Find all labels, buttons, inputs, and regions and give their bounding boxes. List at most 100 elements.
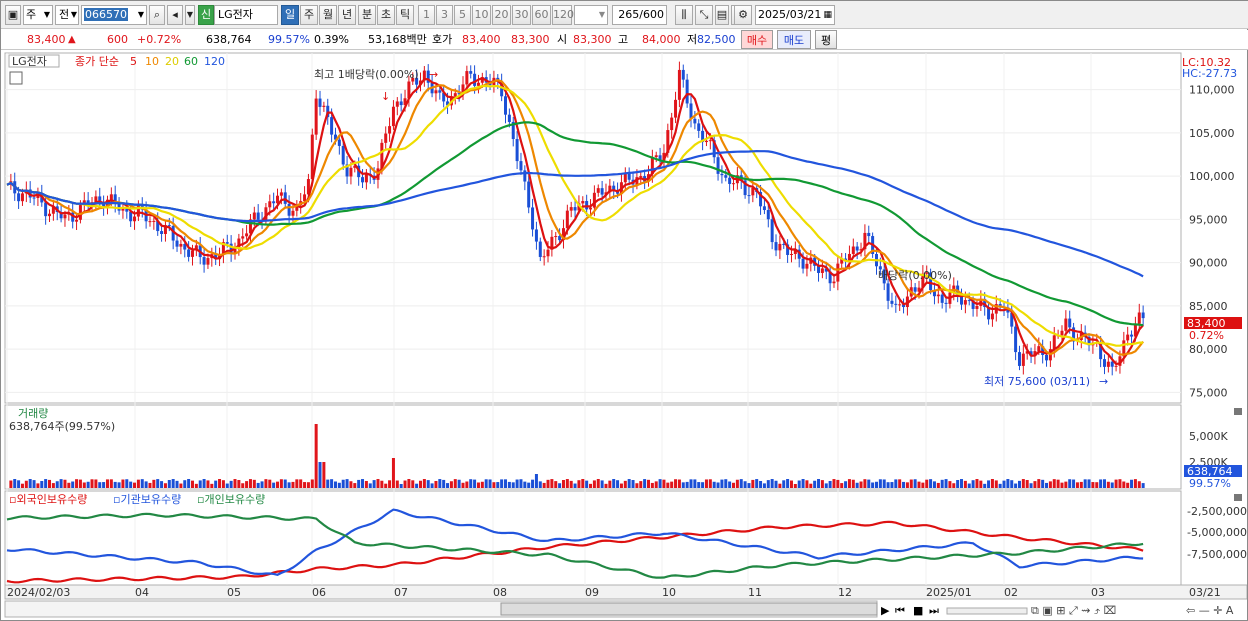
tab-year[interactable]: 년 <box>338 5 356 25</box>
candle-body <box>418 80 422 85</box>
candle-body <box>310 134 314 180</box>
volume-bar <box>272 482 276 488</box>
interval-120[interactable]: 120 <box>552 5 574 25</box>
speaker-icon[interactable]: ◂ <box>167 5 183 25</box>
volume-bar <box>983 483 987 488</box>
interval-20[interactable]: 20 <box>492 5 511 25</box>
pan-tools-icon[interactable]: ⇦ — ✛ A <box>1186 604 1234 617</box>
draw-tool-icon[interactable]: ⤡ <box>695 5 713 25</box>
interval-custom-select[interactable]: ▼ <box>574 5 608 25</box>
search-icon[interactable]: ⌕ <box>149 5 165 25</box>
volume-bar <box>163 483 167 488</box>
tab-week[interactable]: 주 <box>300 5 318 25</box>
chart-menu-icon[interactable]: ▣ <box>5 5 21 25</box>
volume-bar <box>1083 479 1087 488</box>
high-label: 고 <box>618 33 629 46</box>
holdings-panel-close-icon[interactable] <box>1234 494 1242 501</box>
volume-bar <box>1087 479 1091 488</box>
interval-10[interactable]: 10 <box>472 5 491 25</box>
candle-body <box>627 172 631 180</box>
volume-bar <box>245 481 249 488</box>
volume-bar <box>755 479 759 488</box>
scroll-right-icon[interactable]: ▶ <box>881 604 890 617</box>
candle-body <box>635 177 639 185</box>
volume-panel-close-icon[interactable] <box>1234 408 1242 415</box>
volume-bar <box>762 483 766 488</box>
tab-day[interactable]: 일 <box>281 5 299 25</box>
volume-bar <box>32 480 36 488</box>
volume-bar <box>407 479 411 488</box>
interval-60[interactable]: 60 <box>532 5 551 25</box>
volume-bar <box>550 479 554 488</box>
candle-body <box>963 300 967 305</box>
volume-bar <box>635 483 639 488</box>
gear-icon[interactable]: ⚙ <box>734 5 752 25</box>
count-input[interactable]: 265/600 <box>612 5 667 25</box>
candle-body <box>403 98 407 106</box>
volume-bar <box>662 479 666 488</box>
stop-icon[interactable]: ■ <box>913 604 923 617</box>
tab-tick[interactable]: 틱 <box>396 5 414 25</box>
candle-body <box>720 173 724 176</box>
code-input[interactable]: 066570 ▼ <box>81 5 147 25</box>
buy-button[interactable]: 매수 <box>741 30 773 49</box>
eval-button[interactable]: 평 <box>815 30 837 49</box>
x-tick-label: 12 <box>838 586 852 599</box>
candle-body <box>1052 335 1056 350</box>
volume-bar <box>507 481 511 488</box>
zoom-slider[interactable] <box>946 607 1028 615</box>
volume-bar <box>844 481 848 488</box>
candle-body <box>179 243 183 247</box>
scrollbar-thumb[interactable] <box>500 602 878 616</box>
volume-bar <box>817 479 821 488</box>
interval-30[interactable]: 30 <box>512 5 531 25</box>
chevron-down-icon[interactable]: ▼ <box>185 5 195 25</box>
interval-5[interactable]: 5 <box>454 5 471 25</box>
zoom-tools-icon[interactable]: ⧉ ▣ ⊞ ⤢ ⇝ ⤴ ⌧ <box>1031 604 1116 617</box>
volume-bar <box>233 479 237 488</box>
ask-label: 호가 <box>432 33 453 46</box>
volume-bar <box>604 483 608 488</box>
volume-bar <box>1048 481 1052 488</box>
legend-ma-label: 종가 단순 <box>75 55 119 68</box>
tab-second[interactable]: 초 <box>377 5 395 25</box>
scroll-start-icon[interactable]: ⏮ <box>895 604 905 617</box>
candle-body <box>917 287 921 292</box>
volume-bar <box>1052 479 1056 488</box>
volume-bar <box>1064 481 1068 488</box>
candle-body <box>550 236 554 250</box>
tab-month[interactable]: 월 <box>319 5 337 25</box>
candle-body <box>817 265 821 273</box>
stock-name-field[interactable]: LG전자 <box>214 5 278 25</box>
candle-body <box>596 188 600 193</box>
candle-body <box>461 84 465 95</box>
volume-bar <box>480 481 484 488</box>
candle-body <box>136 205 140 217</box>
volume-bar <box>105 479 109 488</box>
interval-1[interactable]: 1 <box>418 5 435 25</box>
price-change-pct: +0.72% <box>137 33 182 46</box>
chart-area[interactable]: LG전자 종가 단순 5 10 20 60 120 LC:10.32 HC:-2… <box>1 51 1247 621</box>
annotation-dividend: 배당락(0.00%) <box>878 269 952 282</box>
candle-body <box>102 203 106 208</box>
candle-type-icon[interactable]: ⫼ <box>675 5 693 25</box>
scroll-nav-controls[interactable]: ▶ ⏮ ■ ⏭ ⧉ ▣ ⊞ ⤢ ⇝ ⤴ ⌧ ⇦ — ✛ A <box>881 604 1234 617</box>
tab-minute[interactable]: 분 <box>358 5 376 25</box>
volume-bar <box>241 483 245 488</box>
volume-bar <box>878 479 882 488</box>
table-toggle-icon[interactable] <box>9 71 23 85</box>
sell-button[interactable]: 매도 <box>777 30 811 49</box>
date-input[interactable]: 2025/03/21 ▦ <box>755 5 835 25</box>
volume-bar <box>592 480 596 488</box>
period-select[interactable]: 주 ▼ <box>23 5 53 25</box>
full-select[interactable]: 전 ▼ <box>55 5 79 25</box>
date-value: 2025/03/21 <box>758 8 822 21</box>
candle-body <box>797 249 801 259</box>
candle-body <box>863 232 867 250</box>
scroll-end-icon[interactable]: ⏭ <box>929 604 939 617</box>
candle-body <box>78 205 82 220</box>
interval-3[interactable]: 3 <box>436 5 453 25</box>
save-icon[interactable]: ▤ <box>715 5 729 25</box>
candle-body <box>364 173 368 183</box>
candle-body <box>515 139 519 162</box>
